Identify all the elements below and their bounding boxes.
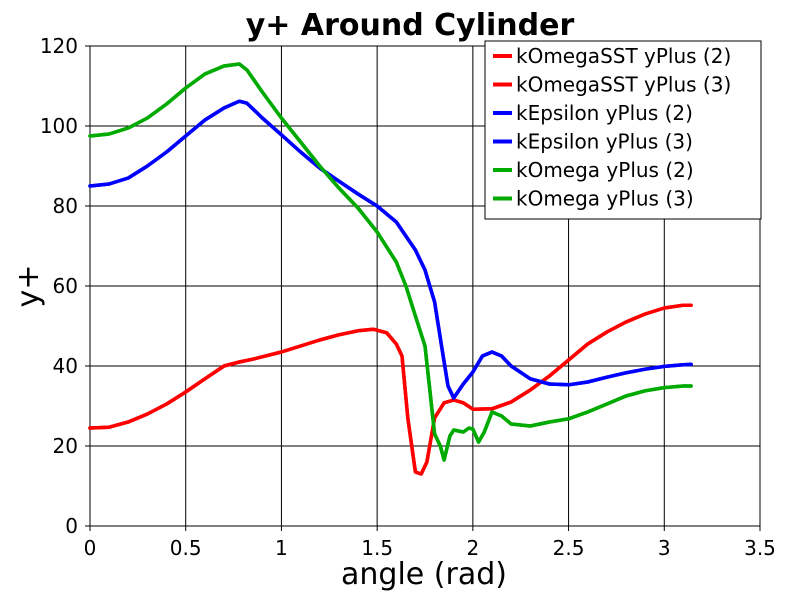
legend-entry-label: kOmegaSST yPlus (2) bbox=[516, 44, 731, 68]
legend-entry-label: kEpsilon yPlus (3) bbox=[516, 130, 693, 154]
legend-entry-label: kOmega yPlus (2) bbox=[516, 158, 694, 182]
series-line-6 bbox=[88, 62, 693, 462]
legend-box bbox=[484, 40, 762, 220]
y-tick-label: 100 bbox=[40, 114, 78, 138]
y-tick-label: 120 bbox=[40, 34, 78, 58]
y-tick-label: 20 bbox=[53, 434, 78, 458]
x-axis-label: angle (rad) bbox=[341, 557, 507, 592]
x-tick-label: 0 bbox=[84, 536, 97, 560]
x-tick-label: 3 bbox=[658, 536, 671, 560]
x-tick-label: 1.5 bbox=[361, 536, 393, 560]
series-line-2 bbox=[88, 303, 693, 476]
y-axis-label: y+ bbox=[11, 265, 46, 308]
series-line-4 bbox=[88, 99, 693, 400]
y-tick-labels: 0 20 40 60 80 100 120 bbox=[40, 34, 78, 538]
legend-entry-label: kEpsilon yPlus (2) bbox=[516, 101, 693, 125]
plot-frame bbox=[89, 45, 761, 527]
legend-entry-label: kOmegaSST yPlus (3) bbox=[516, 73, 731, 97]
chart-title: y+ Around Cylinder bbox=[246, 8, 575, 43]
y-tick-label: 40 bbox=[53, 354, 78, 378]
x-tick-label: 0.5 bbox=[170, 536, 202, 560]
y-tick-label: 60 bbox=[53, 274, 78, 298]
x-tick-labels: 0 0.5 1 1.5 2 2.5 3 3.5 bbox=[84, 536, 776, 560]
legend: kOmegaSST yPlus (2) kOmegaSST yPlus (3) kE… bbox=[484, 40, 762, 220]
y-tick-label: 80 bbox=[53, 194, 78, 218]
x-tick-label: 3.5 bbox=[744, 536, 776, 560]
series-lines bbox=[88, 62, 693, 476]
legend-entry-label: kOmega yPlus (3) bbox=[516, 187, 694, 211]
x-tick-label: 1 bbox=[275, 536, 288, 560]
x-tick-label: 2 bbox=[466, 536, 479, 560]
y-tick-label: 0 bbox=[65, 514, 78, 538]
x-tick-label: 2.5 bbox=[553, 536, 585, 560]
